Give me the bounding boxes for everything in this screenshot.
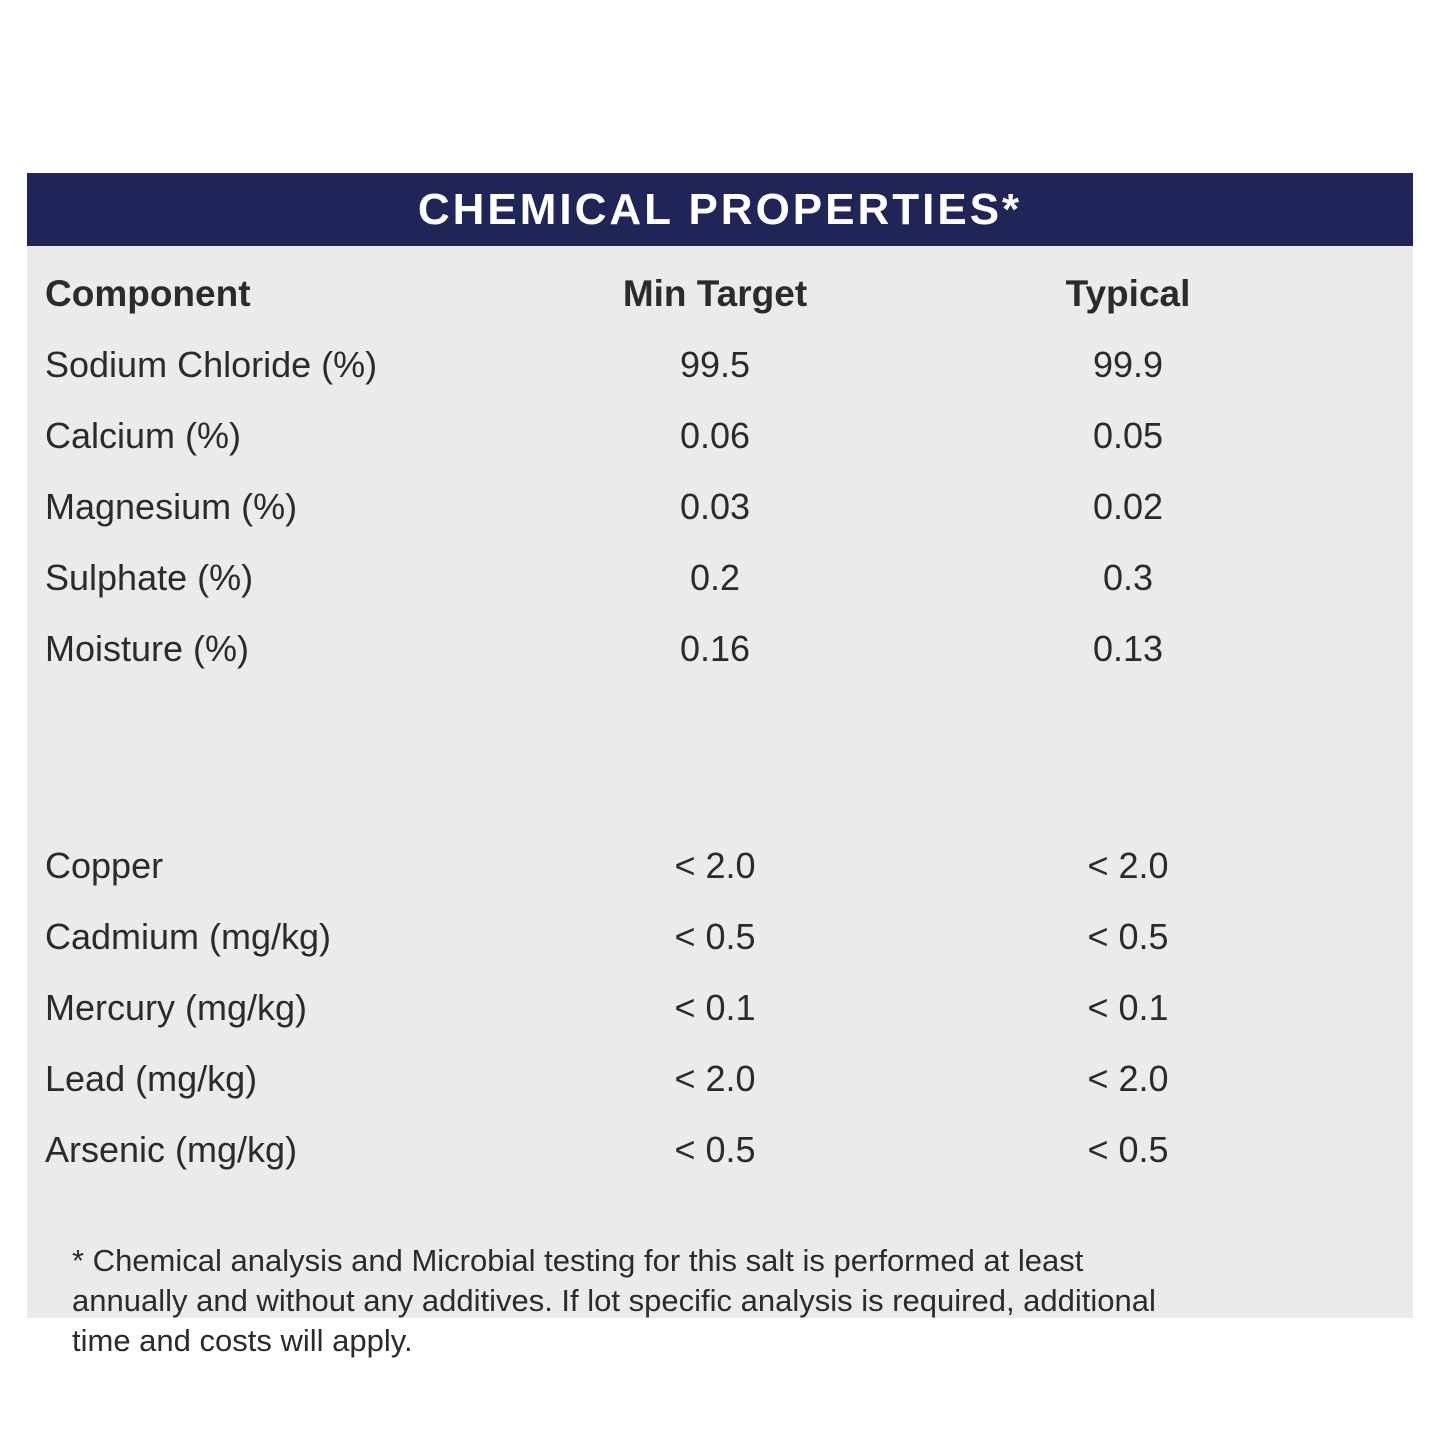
cell-component: Sulphate (%)	[45, 556, 254, 598]
cell-typical: < 2.0	[1087, 1057, 1169, 1099]
cell-min-target: 0.03	[679, 485, 751, 527]
cell-component: Cadmium (mg/kg)	[45, 915, 332, 957]
cell-min-target: 99.5	[679, 343, 751, 385]
cell-component: Calcium (%)	[45, 414, 242, 456]
cell-typical: < 0.1	[1087, 986, 1169, 1028]
properties-table: Component Min Target Typical Sodium Chlo…	[27, 246, 1413, 1185]
cell-component: Magnesium (%)	[45, 485, 298, 527]
cell-min-target: 0.06	[679, 414, 751, 456]
cell-typical: 0.05	[1092, 414, 1164, 456]
cell-min-target: < 2.0	[674, 844, 756, 886]
cell-component: Moisture (%)	[45, 627, 250, 669]
cell-min-target: 0.2	[689, 556, 741, 598]
cell-min-target: < 0.5	[674, 915, 756, 957]
cell-component: Arsenic (mg/kg)	[45, 1128, 298, 1170]
cell-component: Mercury (mg/kg)	[45, 986, 308, 1028]
table-row: Sodium Chloride (%) 99.5 99.9	[45, 329, 1413, 400]
cell-min-target: < 0.5	[674, 1128, 756, 1170]
table-row: Mercury (mg/kg) < 0.1 < 0.1	[45, 972, 1413, 1043]
cell-min-target: < 2.0	[674, 1057, 756, 1099]
footnote-text: * Chemical analysis and Microbial testin…	[72, 1243, 1156, 1358]
table-row: Cadmium (mg/kg) < 0.5 < 0.5	[45, 901, 1413, 972]
table-header-row: Component Min Target Typical	[45, 258, 1413, 329]
cell-min-target: < 0.1	[674, 986, 756, 1028]
table-row: Lead (mg/kg) < 2.0 < 2.0	[45, 1043, 1413, 1114]
cell-component: Copper	[45, 844, 164, 886]
table-row: Magnesium (%) 0.03 0.02	[45, 471, 1413, 542]
table-row: Moisture (%) 0.16 0.13	[45, 613, 1413, 684]
cell-typical: < 0.5	[1087, 915, 1169, 957]
panel-title: CHEMICAL PROPERTIES*	[417, 184, 1023, 234]
column-header-typical: Typical	[1065, 272, 1191, 314]
group-spacer	[45, 684, 1413, 830]
table-row: Copper < 2.0 < 2.0	[45, 830, 1413, 901]
cell-component: Sodium Chloride (%)	[45, 343, 378, 385]
spec-panel: CHEMICAL PROPERTIES* Component Min Targe…	[27, 173, 1413, 1358]
cell-component: Lead (mg/kg)	[45, 1057, 258, 1099]
cell-typical: < 2.0	[1087, 844, 1169, 886]
table-row: Calcium (%) 0.06 0.05	[45, 400, 1413, 471]
cell-typical: 99.9	[1092, 343, 1164, 385]
table-row: Arsenic (mg/kg) < 0.5 < 0.5	[45, 1114, 1413, 1185]
cell-typical: 0.02	[1092, 485, 1164, 527]
table-row: Sulphate (%) 0.2 0.3	[45, 542, 1413, 613]
cell-typical: < 0.5	[1087, 1128, 1169, 1170]
panel-header: CHEMICAL PROPERTIES*	[27, 173, 1413, 246]
cell-typical: 0.13	[1092, 627, 1164, 669]
cell-min-target: 0.16	[679, 627, 751, 669]
column-header-min-target: Min Target	[622, 272, 808, 314]
cell-typical: 0.3	[1102, 556, 1154, 598]
column-header-component: Component	[45, 272, 251, 314]
table-body: Sodium Chloride (%) 99.5 99.9 Calcium (%) 0.…	[45, 329, 1413, 1185]
